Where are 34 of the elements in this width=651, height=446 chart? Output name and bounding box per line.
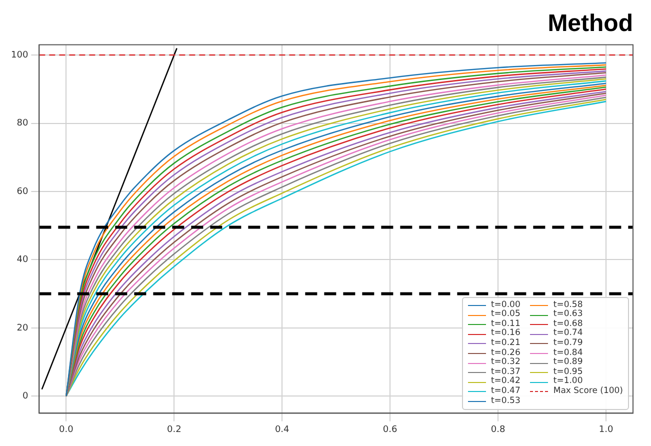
y-tick-label: 80 [16, 118, 28, 129]
y-tick-label: 20 [16, 323, 28, 334]
x-tick-label: 1.0 [598, 424, 614, 435]
legend-label: t=0.53 [490, 396, 520, 406]
legend-label: t=0.16 [490, 328, 520, 338]
legend-label: t=0.63 [553, 309, 583, 320]
legend-label: t=0.68 [553, 318, 583, 329]
legend-label: t=0.74 [553, 328, 583, 338]
y-tick-label: 60 [16, 186, 28, 197]
chart-title: Method [548, 10, 633, 38]
legend-label: t=0.11 [490, 318, 520, 329]
legend-label: t=0.32 [490, 357, 520, 368]
legend-label: t=0.58 [553, 300, 583, 310]
legend-label: t=1.00 [553, 376, 583, 386]
x-tick-label: 0.8 [490, 424, 506, 435]
y-tick-label: 100 [10, 50, 28, 60]
legend-label: t=0.05 [490, 309, 520, 320]
x-tick-label: 0.6 [382, 424, 398, 435]
x-tick-label: 0.4 [274, 424, 290, 435]
legend-label: t=0.95 [553, 366, 583, 377]
y-tick-label: 0 [22, 391, 28, 402]
legend-label: t=0.21 [490, 338, 520, 348]
legend-label: t=0.79 [553, 338, 583, 348]
legend-label: t=0.42 [490, 376, 520, 386]
legend-label: t=0.47 [490, 386, 520, 396]
legend-label: Max Score (100) [553, 386, 623, 397]
x-tick-label: 0.0 [59, 424, 74, 435]
legend-label: t=0.26 [490, 348, 520, 358]
x-tick-label: 0.2 [166, 424, 182, 435]
legend-label: t=0.00 [490, 300, 520, 310]
legend-label: t=0.84 [553, 348, 583, 358]
legend-label: t=0.37 [490, 366, 520, 377]
legend-label: t=0.89 [553, 357, 583, 368]
y-tick-label: 40 [16, 255, 28, 266]
